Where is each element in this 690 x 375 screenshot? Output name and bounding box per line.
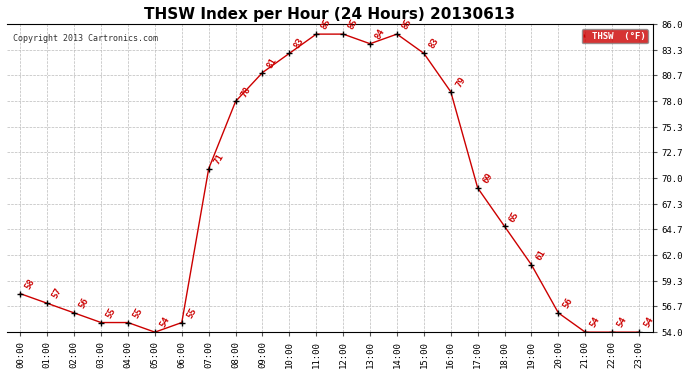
Text: 81: 81 (266, 56, 279, 70)
Text: 83: 83 (293, 37, 306, 51)
Text: 57: 57 (50, 286, 63, 300)
Text: 84: 84 (373, 27, 386, 41)
Legend: THSW  (°F): THSW (°F) (582, 29, 648, 44)
Text: 54: 54 (642, 315, 655, 329)
Text: 83: 83 (427, 37, 440, 51)
Text: 55: 55 (104, 306, 117, 320)
Text: 71: 71 (212, 152, 225, 166)
Text: 55: 55 (131, 306, 144, 320)
Text: 54: 54 (615, 315, 629, 329)
Text: 56: 56 (562, 296, 575, 310)
Text: 56: 56 (77, 296, 90, 310)
Text: 61: 61 (535, 248, 548, 262)
Text: 78: 78 (239, 85, 252, 99)
Text: 69: 69 (481, 171, 494, 185)
Text: Copyright 2013 Cartronics.com: Copyright 2013 Cartronics.com (13, 34, 159, 43)
Text: 85: 85 (319, 17, 333, 31)
Text: 79: 79 (454, 75, 467, 89)
Text: 55: 55 (185, 306, 198, 320)
Text: 54: 54 (589, 315, 602, 329)
Text: 65: 65 (508, 210, 521, 224)
Text: 85: 85 (400, 17, 413, 31)
Text: 85: 85 (346, 17, 359, 31)
Text: 58: 58 (23, 277, 37, 291)
Text: 54: 54 (158, 315, 171, 329)
Title: THSW Index per Hour (24 Hours) 20130613: THSW Index per Hour (24 Hours) 20130613 (144, 7, 515, 22)
